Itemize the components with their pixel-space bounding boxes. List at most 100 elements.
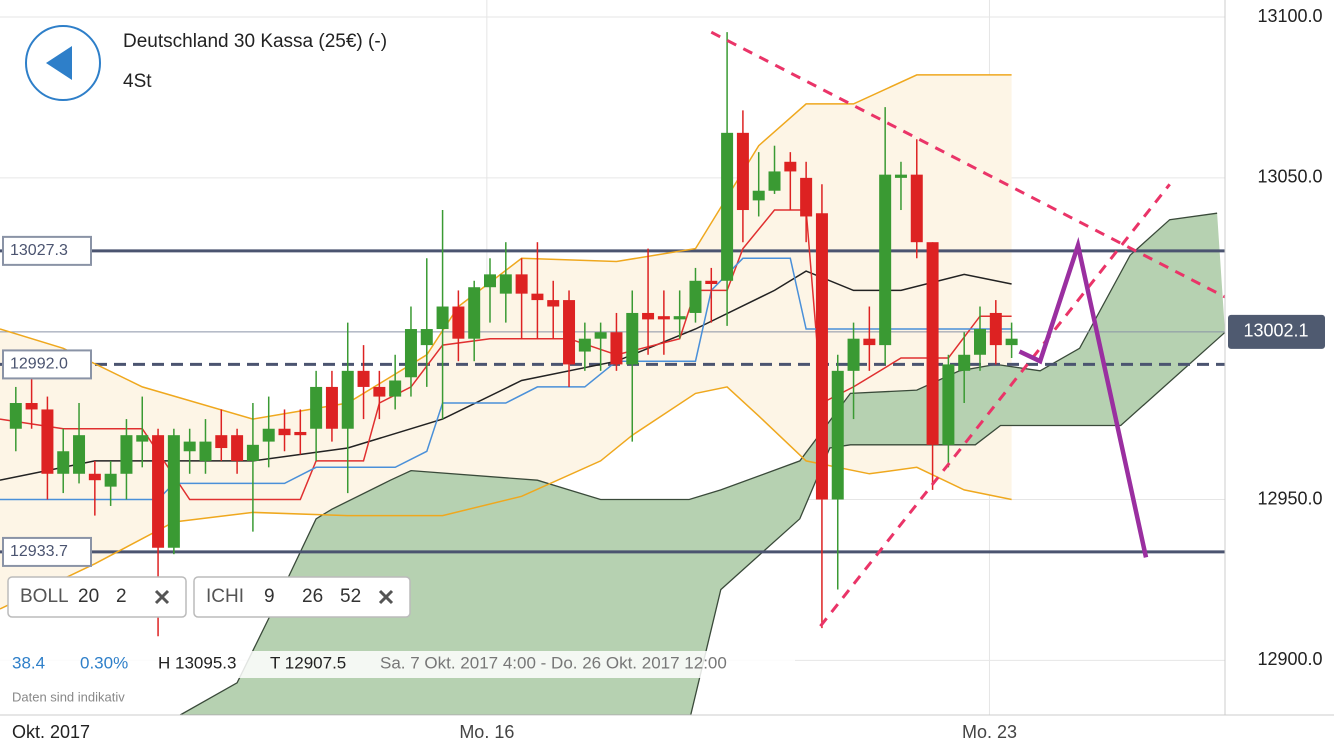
y-tick-label: 12950.0 xyxy=(1257,488,1322,508)
x-tick-label: Mo. 23 xyxy=(962,722,1017,742)
candle-body xyxy=(9,403,22,429)
cloud-edge xyxy=(179,212,1218,715)
indicator-chip-box[interactable] xyxy=(7,576,187,618)
indicator-remove[interactable] xyxy=(378,589,394,605)
candle-body xyxy=(325,386,338,429)
info-change: 38.4 xyxy=(12,653,45,672)
level-label-box xyxy=(2,349,92,380)
candle-body xyxy=(974,329,986,355)
info-high: H 13095.3 xyxy=(158,653,236,672)
candle-body xyxy=(879,174,892,346)
indicator-param: 2 xyxy=(116,586,127,607)
candle-body xyxy=(689,280,702,313)
candle-body xyxy=(736,132,749,211)
indicator-name: BOLL xyxy=(20,586,69,607)
trend-drawing[interactable] xyxy=(710,30,1225,299)
price-label: 13002.1 xyxy=(1243,321,1308,341)
indicator-chip[interactable]: BOLL 20 2 xyxy=(7,576,187,618)
candle-body xyxy=(152,435,165,548)
candle-body xyxy=(626,312,639,365)
candle-body xyxy=(958,354,971,371)
period-label-box xyxy=(0,716,116,750)
candle-body xyxy=(278,428,291,436)
plot-area xyxy=(0,0,1225,715)
candle-body xyxy=(815,213,828,500)
candle-body xyxy=(167,435,180,548)
candle-body xyxy=(294,431,307,436)
candle-body xyxy=(389,380,402,397)
candle-body xyxy=(262,428,275,442)
candle-body xyxy=(752,190,765,201)
candle-body xyxy=(499,274,512,294)
chart-subtitle: 4St xyxy=(123,71,152,92)
info-range: Sa. 7 Okt. 2017 4:00 - Do. 26 Okt. 2017 … xyxy=(380,653,727,672)
indicator-chip[interactable]: ICHI 9 26 52 xyxy=(193,576,411,618)
candle-body xyxy=(594,332,607,339)
candle-body xyxy=(642,312,655,320)
indicator-remove[interactable] xyxy=(154,589,170,605)
candle-body xyxy=(847,338,860,371)
candle-body xyxy=(136,435,149,442)
candle-body xyxy=(657,316,670,320)
candle-body xyxy=(73,435,86,474)
indicator-param: 20 xyxy=(78,586,99,607)
y-tick-label: 13100.0 xyxy=(1257,6,1322,26)
candle-body xyxy=(231,435,244,461)
x-tick-label: Mo. 16 xyxy=(459,722,514,742)
candle-body xyxy=(25,403,38,410)
y-tick-label: 12900.0 xyxy=(1257,649,1322,669)
info-backdrop xyxy=(0,651,795,678)
info-low: T 12907.5 xyxy=(270,653,346,672)
candle-body xyxy=(563,300,576,365)
trend-drawing[interactable] xyxy=(819,183,1171,628)
indicator-chip-box[interactable] xyxy=(193,576,411,618)
info-change-pct: 0.30% xyxy=(80,653,128,672)
candle-body xyxy=(357,370,370,387)
candle-body xyxy=(183,441,196,452)
candle-body xyxy=(57,451,70,474)
ichimoku-cloud xyxy=(180,213,1225,715)
level-label-box xyxy=(2,536,92,567)
candle-body xyxy=(420,329,433,346)
candle-body xyxy=(341,370,354,429)
y-tick-label: 13050.0 xyxy=(1257,167,1322,187)
candle-body xyxy=(894,174,907,178)
back-arrow[interactable] xyxy=(46,46,72,80)
info-note: Daten sind indikativ xyxy=(12,689,125,704)
candle-body xyxy=(373,386,386,397)
candle-body xyxy=(404,329,417,378)
candle-body xyxy=(104,473,117,487)
price-label-box xyxy=(1228,314,1325,349)
indicator-param: 26 xyxy=(302,586,323,607)
level-label: 12992.0 xyxy=(10,356,68,373)
candle-body xyxy=(88,473,101,481)
level-label: 13027.3 xyxy=(10,242,68,259)
chart-title: Deutschland 30 Kassa (25€) (-) xyxy=(123,31,387,52)
indicator-param: 52 xyxy=(340,586,361,607)
trend-drawing[interactable] xyxy=(1018,236,1149,558)
candle-body xyxy=(784,161,797,172)
candle-body xyxy=(246,444,259,461)
candle-body xyxy=(1005,338,1018,346)
ichimoku-kijun xyxy=(0,257,1012,501)
candle-body xyxy=(942,364,955,445)
candle-body xyxy=(721,132,734,281)
candle-body xyxy=(705,280,718,285)
candle-body xyxy=(120,435,133,474)
candle-body xyxy=(484,274,496,288)
indicator-param: 9 xyxy=(264,586,275,607)
candle-body xyxy=(610,332,623,365)
level-label: 12933.7 xyxy=(10,543,68,560)
candle-body xyxy=(831,370,844,500)
candle-body xyxy=(436,306,449,330)
back-button[interactable] xyxy=(25,25,101,101)
candle-body xyxy=(673,316,686,320)
candle-body xyxy=(468,287,481,339)
candle-body xyxy=(515,274,528,294)
candle-body xyxy=(989,312,1002,346)
candle-body xyxy=(199,441,212,461)
period-label: Okt. 2017 xyxy=(12,722,90,742)
candle-body xyxy=(531,293,544,301)
